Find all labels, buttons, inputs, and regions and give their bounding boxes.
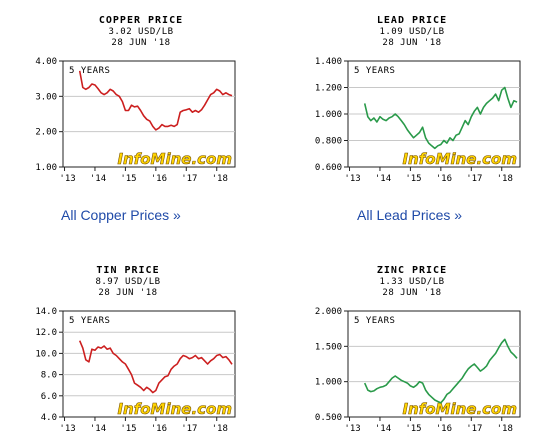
zinc-chart: ZINC PRICE 1.33 USD/LB 28 JUN '18 2.000 1… bbox=[306, 258, 531, 434]
price-series-line bbox=[78, 70, 233, 131]
x-tick-label: '15 bbox=[405, 174, 421, 184]
chart-title: COPPER PRICE bbox=[99, 15, 183, 26]
watermark: InfoMine.com bbox=[117, 400, 232, 418]
chart-price: 8.97 USD/LB bbox=[95, 277, 160, 287]
lead-chart: LEAD PRICE 1.09 USD/LB 28 JUN '18 1.400 1… bbox=[306, 8, 531, 184]
x-tick-label: '13 bbox=[59, 174, 75, 184]
tin-chart: TIN PRICE 8.97 USD/LB 28 JUN '18 14.0 12.… bbox=[18, 258, 243, 434]
price-series-line bbox=[78, 340, 233, 394]
y-tick-label: 1.200 bbox=[315, 84, 342, 94]
x-tick-label: '17 bbox=[181, 424, 197, 434]
y-tick-label: 4.00 bbox=[35, 57, 57, 67]
y-tick-label: 4.0 bbox=[41, 413, 57, 423]
y-tick-label: 8.0 bbox=[41, 371, 57, 381]
period-label: 5 YEARS bbox=[354, 66, 395, 76]
price-series-line bbox=[363, 86, 518, 150]
chart-date: 28 JUN '18 bbox=[111, 38, 170, 48]
chart-date: 28 JUN '18 bbox=[382, 38, 441, 48]
x-tick-label: '14 bbox=[375, 424, 391, 434]
lead-chart-svg: LEAD PRICE 1.09 USD/LB 28 JUN '18 1.400 1… bbox=[315, 15, 521, 184]
x-tick-label: '15 bbox=[405, 424, 421, 434]
y-tick-label: 1.500 bbox=[315, 342, 342, 352]
y-tick-label: 1.000 bbox=[315, 378, 342, 388]
x-tick-label: '15 bbox=[120, 424, 136, 434]
x-tick-label: '14 bbox=[375, 174, 391, 184]
y-tick-label: 2.00 bbox=[35, 128, 57, 138]
y-tick-label: 2.000 bbox=[315, 307, 342, 317]
period-label: 5 YEARS bbox=[69, 316, 110, 326]
x-tick-label: '18 bbox=[497, 424, 513, 434]
zinc-chart-svg: ZINC PRICE 1.33 USD/LB 28 JUN '18 2.000 1… bbox=[315, 265, 521, 434]
tin-chart-svg: TIN PRICE 8.97 USD/LB 28 JUN '18 14.0 12.… bbox=[35, 265, 236, 434]
x-tick-label: '18 bbox=[497, 174, 513, 184]
watermark: InfoMine.com bbox=[402, 400, 517, 418]
watermark: InfoMine.com bbox=[402, 150, 517, 168]
chart-title: ZINC PRICE bbox=[377, 265, 447, 276]
plot-frame bbox=[62, 310, 236, 418]
y-tick-label: 0.500 bbox=[315, 413, 342, 423]
x-tick-label: '16 bbox=[436, 424, 452, 434]
x-tick-label: '18 bbox=[212, 424, 228, 434]
chart-price: 1.33 USD/LB bbox=[379, 277, 444, 287]
x-tick-label: '16 bbox=[151, 174, 167, 184]
x-tick-label: '13 bbox=[344, 424, 360, 434]
copper-chart-svg: COPPER PRICE 3.02 USD/LB 28 JUN '18 4.00… bbox=[35, 15, 236, 184]
chart-title: LEAD PRICE bbox=[377, 15, 447, 26]
y-tick-label: 1.400 bbox=[315, 57, 342, 67]
y-tick-label: 3.00 bbox=[35, 92, 57, 102]
y-tick-label: 1.00 bbox=[35, 163, 57, 173]
x-tick-label: '17 bbox=[466, 174, 482, 184]
y-tick-label: 12.0 bbox=[35, 328, 57, 338]
chart-title: TIN PRICE bbox=[96, 265, 159, 276]
chart-price: 1.09 USD/LB bbox=[379, 27, 444, 37]
all-lead-prices-link[interactable]: All Lead Prices » bbox=[357, 207, 463, 223]
plot-frame bbox=[62, 60, 236, 168]
y-tick-label: 10.0 bbox=[35, 349, 57, 359]
x-tick-label: '14 bbox=[90, 174, 106, 184]
x-tick-label: '15 bbox=[120, 174, 136, 184]
x-tick-label: '16 bbox=[151, 424, 167, 434]
x-tick-label: '17 bbox=[466, 424, 482, 434]
x-tick-label: '13 bbox=[344, 174, 360, 184]
y-tick-label: 1.000 bbox=[315, 110, 342, 120]
price-series-line bbox=[363, 338, 518, 404]
x-tick-label: '14 bbox=[90, 424, 106, 434]
chart-date: 28 JUN '18 bbox=[98, 288, 157, 298]
x-tick-label: '13 bbox=[59, 424, 75, 434]
chart-date: 28 JUN '18 bbox=[382, 288, 441, 298]
watermark: InfoMine.com bbox=[117, 150, 232, 168]
y-tick-label: 14.0 bbox=[35, 307, 57, 317]
x-tick-label: '16 bbox=[436, 174, 452, 184]
x-tick-label: '17 bbox=[181, 174, 197, 184]
y-tick-label: 0.800 bbox=[315, 137, 342, 147]
y-tick-label: 6.0 bbox=[41, 392, 57, 402]
all-copper-prices-link[interactable]: All Copper Prices » bbox=[61, 207, 181, 223]
period-label: 5 YEARS bbox=[69, 66, 110, 76]
y-tick-label: 0.600 bbox=[315, 163, 342, 173]
period-label: 5 YEARS bbox=[354, 316, 395, 326]
copper-chart: COPPER PRICE 3.02 USD/LB 28 JUN '18 4.00… bbox=[18, 8, 243, 184]
chart-price: 3.02 USD/LB bbox=[108, 27, 173, 37]
x-tick-label: '18 bbox=[212, 174, 228, 184]
